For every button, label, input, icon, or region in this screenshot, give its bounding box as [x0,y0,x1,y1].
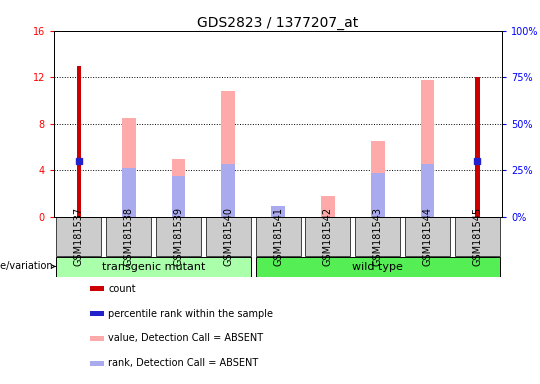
Text: GSM181540: GSM181540 [224,207,233,266]
Bar [455,217,500,256]
Bar [475,77,480,217]
Bar [271,206,285,217]
Text: rank, Detection Call = ABSENT: rank, Detection Call = ABSENT [108,358,258,368]
Bar [221,164,235,217]
Bar [90,311,104,316]
Bar [172,176,185,217]
Bar [77,66,81,217]
Bar [371,141,384,217]
Text: GSM181544: GSM181544 [422,207,433,266]
Text: GSM181538: GSM181538 [124,207,134,266]
Bar [156,217,201,256]
Title: GDS2823 / 1377207_at: GDS2823 / 1377207_at [198,16,359,30]
Text: GSM181545: GSM181545 [472,207,482,266]
Bar [421,79,435,217]
Bar [355,217,400,256]
Bar [122,168,136,217]
Bar [321,196,335,217]
Bar [90,286,104,291]
Bar [271,207,285,217]
Text: GSM181543: GSM181543 [373,207,383,266]
Bar [90,361,104,366]
Bar [206,217,251,256]
Text: count: count [108,284,136,294]
Bar [57,217,102,256]
Bar [221,91,235,217]
Text: value, Detection Call = ABSENT: value, Detection Call = ABSENT [108,333,263,343]
Bar [256,217,301,256]
Bar [90,336,104,341]
Bar [371,173,384,217]
Bar [122,118,136,217]
Bar [405,217,450,256]
Text: GSM181539: GSM181539 [173,207,184,266]
Text: GSM181541: GSM181541 [273,207,283,266]
Bar [306,217,350,256]
Text: transgenic mutant: transgenic mutant [102,262,205,272]
Text: genotype/variation: genotype/variation [0,262,53,271]
Bar [57,257,251,276]
Bar [256,257,500,276]
Bar [106,217,151,256]
Text: GSM181542: GSM181542 [323,207,333,266]
Text: wild type: wild type [352,262,403,272]
Bar [172,159,185,217]
Text: GSM181537: GSM181537 [74,207,84,266]
Bar [421,164,435,217]
Text: percentile rank within the sample: percentile rank within the sample [108,308,273,318]
